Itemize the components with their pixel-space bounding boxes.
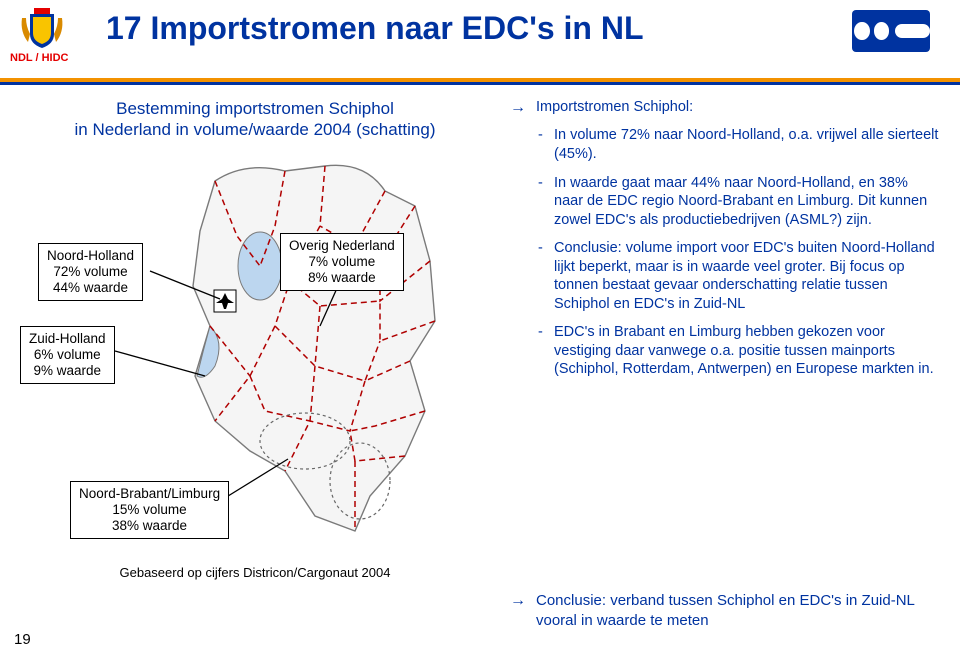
callout-on-name: Overig Nederland [289,238,395,253]
callout-overig-nederland: Overig Nederland 7% volume 8% waarde [280,233,404,292]
left-column: Bestemming importstromen Schiphol in Ned… [20,98,490,580]
bullet-item: - In waarde gaat maar 44% naar Noord-Hol… [538,174,940,230]
dash-icon: - [538,323,554,379]
source-line: Gebaseerd op cijfers Districon/Cargonaut… [20,565,490,580]
bullet-item: - In volume 72% naar Noord-Holland, o.a.… [538,126,940,163]
intro-row: → Importstromen Schiphol: [510,98,940,118]
callout-noord-brabant-limburg: Noord-Brabant/Limburg 15% volume 38% waa… [70,481,229,540]
slide-body: Bestemming importstromen Schiphol in Ned… [0,88,960,664]
bullet-item: - EDC's in Brabant en Limburg hebben gek… [538,323,940,379]
arrow-icon: → [510,591,526,630]
callout-nb-name: Noord-Brabant/Limburg [79,486,220,501]
subtitle-line1: Bestemming importstromen Schiphol [116,99,394,118]
bullet-text-2: Conclusie: volume import voor EDC's buit… [554,239,940,313]
bullet-text-3: EDC's in Brabant en Limburg hebben gekoz… [554,323,940,379]
callout-zuid-holland: Zuid-Holland 6% volume 9% waarde [20,326,115,385]
bullet-item: - Conclusie: volume import voor EDC's bu… [538,239,940,313]
callout-noord-holland: Noord-Holland 72% volume 44% waarde [38,243,143,302]
page-number: 19 [14,631,31,648]
callout-on-vol: 7% volume [309,254,376,269]
ndl-label: NDL / HIDC [10,52,68,64]
callout-nb-val: 38% waarde [112,518,187,533]
right-column: → Importstromen Schiphol: - In volume 72… [510,98,940,389]
conclusion-text: Conclusie: verband tussen Schiphol en ED… [536,591,940,630]
subtitle: Bestemming importstromen Schiphol in Ned… [20,98,490,141]
dash-icon: - [538,174,554,230]
subtitle-line2: in Nederland in volume/waarde 2004 (scha… [75,120,436,139]
slide-header: NDL / HIDC 17 Importstromen naar EDC's i… [0,0,960,88]
bullet-text-0: In volume 72% naar Noord-Holland, o.a. v… [554,126,940,163]
bullet-text-1: In waarde gaat maar 44% naar Noord-Holla… [554,174,940,230]
callout-zh-vol: 6% volume [34,347,101,362]
slide-title: 17 Importstromen naar EDC's in NL [106,10,644,47]
arrow-icon: → [510,98,526,118]
dash-icon: - [538,126,554,163]
ndl-crest-icon [18,6,66,50]
bullet-list: - In volume 72% naar Noord-Holland, o.a.… [538,126,940,379]
map-area: Noord-Holland 72% volume 44% waarde Zuid… [20,151,490,551]
callout-zh-val: 9% waarde [34,363,102,378]
intro-text: Importstromen Schiphol: [536,98,693,118]
dash-icon: - [538,239,554,313]
callout-nh-vol: 72% volume [53,264,127,279]
callout-zh-name: Zuid-Holland [29,331,106,346]
callout-on-val: 8% waarde [308,270,376,285]
callout-nb-vol: 15% volume [112,502,186,517]
tno-logo-icon [852,10,930,52]
divider-blue [0,82,960,85]
callout-nh-name: Noord-Holland [47,248,134,263]
conclusion-row: → Conclusie: verband tussen Schiphol en … [510,591,940,638]
callout-nh-val: 44% waarde [53,280,128,295]
